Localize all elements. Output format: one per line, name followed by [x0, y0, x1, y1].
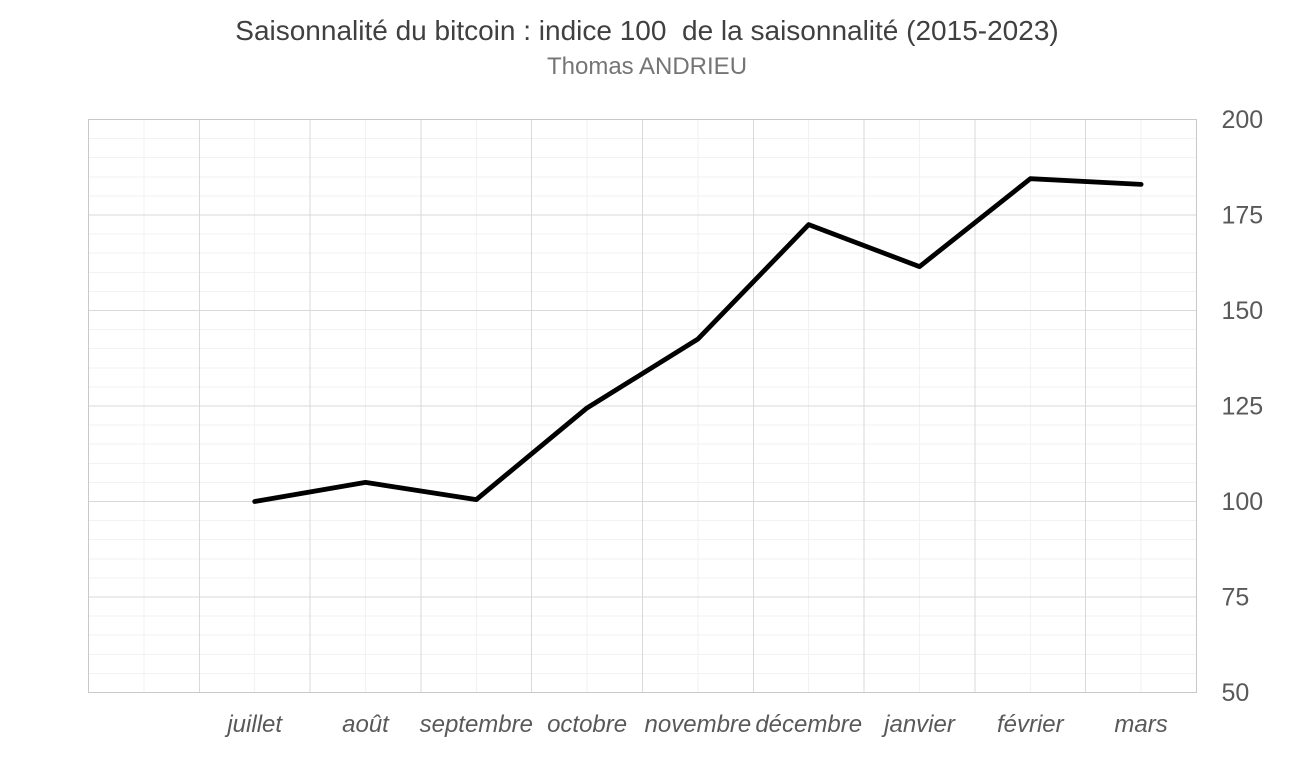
x-axis-tick-label: octobre	[547, 711, 627, 738]
y-axis-tick-label: 75	[1222, 584, 1250, 612]
y-axis-tick-label: 100	[1222, 488, 1264, 516]
y-axis-tick-label: 200	[1222, 106, 1264, 134]
x-axis-tick-label: janvier	[881, 711, 956, 738]
x-axis-tick-label: décembre	[755, 711, 862, 738]
y-axis-tick-label: 175	[1222, 202, 1264, 230]
x-axis-tick-label: novembre	[645, 711, 752, 738]
y-axis-tick-label: 150	[1222, 297, 1264, 325]
chart-subtitle: Thomas ANDRIEU	[546, 53, 748, 80]
y-axis-tick-label: 50	[1222, 679, 1250, 707]
plot-border	[88, 119, 1197, 693]
x-axis-tick-label: mars	[1114, 711, 1167, 738]
data-line-series	[252, 176, 1144, 504]
x-axis-tick-label: février	[997, 711, 1065, 738]
chart-title: Saisonnalité du bitcoin : indice 100 de …	[235, 15, 1059, 46]
x-axis-tick-label: août	[342, 711, 390, 738]
x-axis-tick-label: juillet	[224, 711, 283, 738]
x-axis-tick-label: septembre	[420, 711, 533, 738]
y-axis-tick-label: 125	[1222, 393, 1264, 421]
